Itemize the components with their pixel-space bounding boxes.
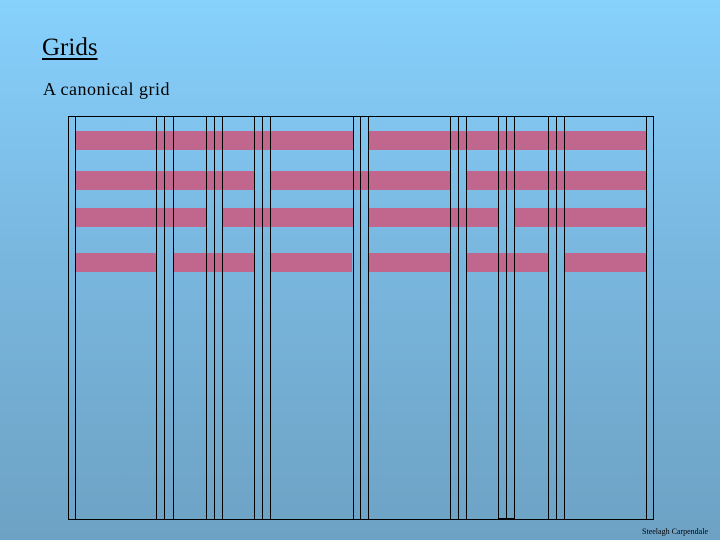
slide-title: Grids <box>42 34 98 61</box>
grid-bar <box>515 208 646 227</box>
grid-lines <box>68 116 654 520</box>
grid-bar <box>76 171 255 190</box>
grid-bar <box>369 253 450 272</box>
grid-bar <box>369 131 646 150</box>
grid-bar <box>223 208 353 227</box>
grid-bar <box>76 208 206 227</box>
grid-bar <box>76 253 157 272</box>
grid-bar <box>369 208 498 227</box>
grid-bar <box>565 253 646 272</box>
grid-bar <box>271 253 352 272</box>
grid-bar <box>467 253 548 272</box>
author-credit: Steelagh Carpendale <box>642 527 708 536</box>
slide-subtitle: A canonical grid <box>43 79 170 99</box>
